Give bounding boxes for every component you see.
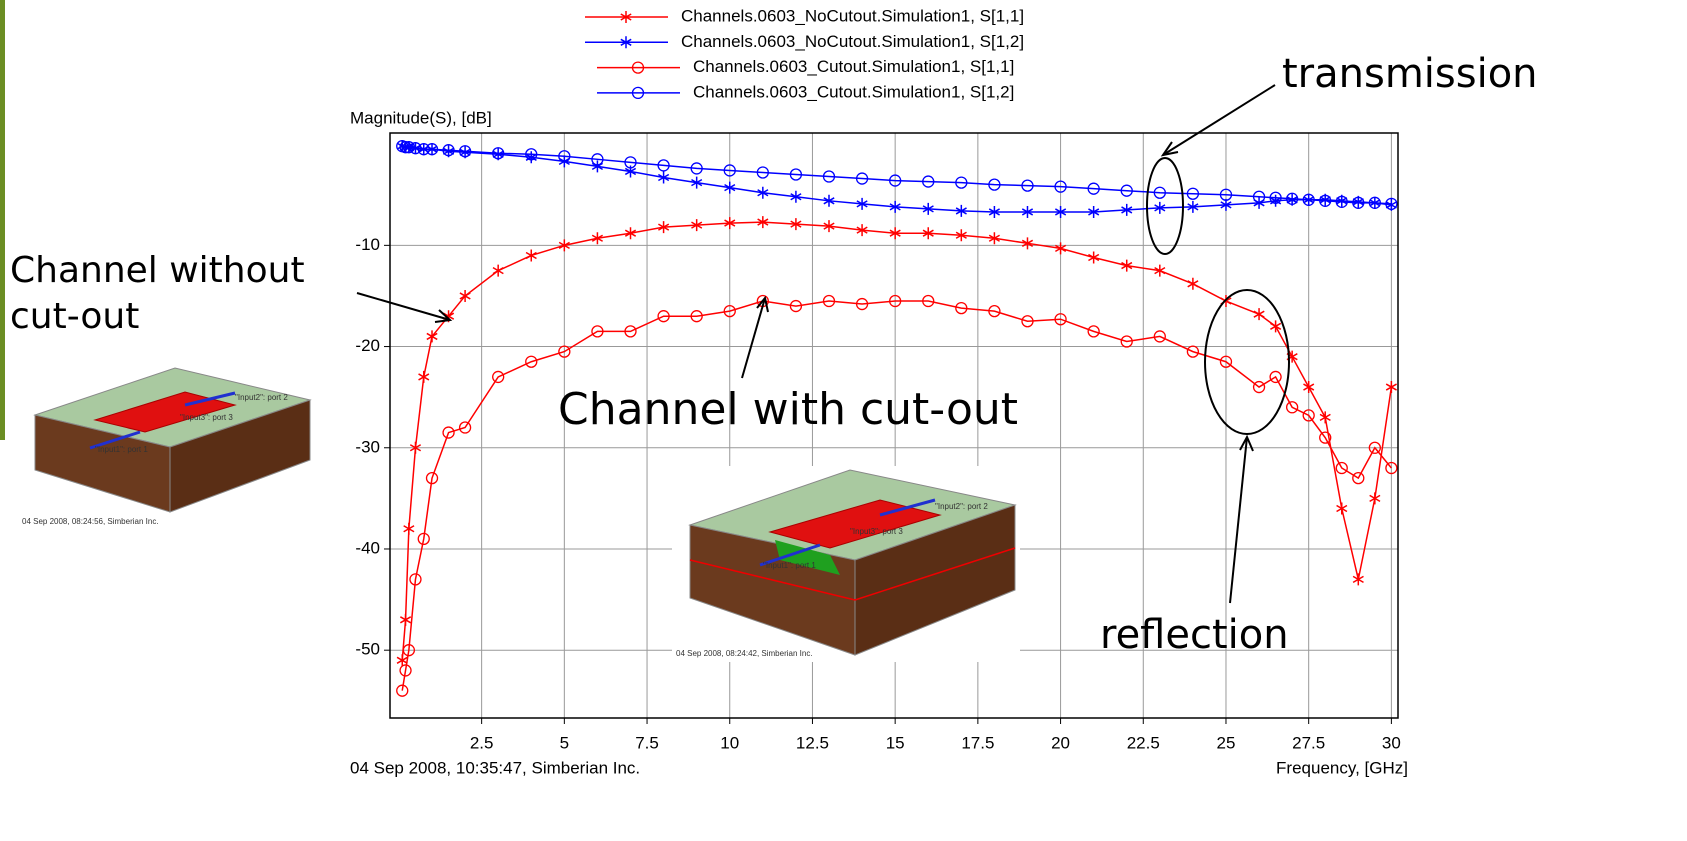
x-tick-label: 27.5 — [1292, 733, 1325, 752]
port-label: "Input2": port 2 — [935, 502, 988, 511]
port-label: "Input1": port 1 — [763, 561, 816, 570]
x-tick-label: 2.5 — [470, 733, 494, 752]
x-tick-label: 7.5 — [635, 733, 659, 752]
x-tick-label: 20 — [1051, 733, 1070, 752]
x-tick-label: 12.5 — [796, 733, 829, 752]
x-tick-label: 22.5 — [1127, 733, 1160, 752]
x-tick-label: 15 — [886, 733, 905, 752]
port-label: "Input3": port 3 — [850, 527, 903, 536]
y-axis-label: Magnitude(S), [dB] — [350, 108, 492, 127]
y-tick-label: -20 — [355, 336, 380, 355]
x-tick-label: 30 — [1382, 733, 1401, 752]
annotation: Channel without — [10, 250, 305, 291]
port-label: "Input1": port 1 — [95, 445, 148, 454]
left-inset: "Input1": port 1 "Input2": port 2 "Input… — [22, 368, 310, 526]
y-tick-label: -30 — [355, 437, 380, 456]
x-tick-label: 17.5 — [961, 733, 994, 752]
legend: Channels.0603_NoCutout.Simulation1, S[1,… — [585, 6, 1024, 101]
port-label: "Input3": port 3 — [180, 413, 233, 422]
inset-caption: 04 Sep 2008, 08:24:42, Simberian Inc. — [676, 649, 813, 658]
x-tick-label: 5 — [560, 733, 569, 752]
x-tick-label: 25 — [1217, 733, 1236, 752]
annotation: Channel with cut-out — [558, 384, 1018, 435]
legend-label: Channels.0603_NoCutout.Simulation1, S[1,… — [681, 6, 1024, 25]
center-inset: "Input1": port 1 "Input2": port 2 "Input… — [672, 466, 1020, 662]
y-tick-label: -50 — [355, 640, 380, 659]
legend-label: Channels.0603_NoCutout.Simulation1, S[1,… — [681, 32, 1024, 51]
x-axis-label: Frequency, [GHz] — [1276, 758, 1408, 777]
y-tick-label: -10 — [355, 235, 380, 254]
slide-edge — [0, 0, 5, 440]
port-label: "Input2": port 2 — [235, 393, 288, 402]
legend-label: Channels.0603_Cutout.Simulation1, S[1,1] — [693, 57, 1014, 76]
y-tick-label: -40 — [355, 538, 380, 557]
annotation: reflection — [1100, 612, 1289, 658]
chart: "Input1": port 1 "Input2": port 2 "Input… — [0, 0, 1687, 837]
inset-caption: 04 Sep 2008, 08:24:56, Simberian Inc. — [22, 517, 159, 526]
annotation: transmission — [1282, 51, 1538, 97]
annotation: cut-out — [10, 296, 139, 337]
footer: 04 Sep 2008, 10:35:47, Simberian Inc. — [350, 758, 640, 777]
x-tick-label: 10 — [720, 733, 739, 752]
page: {"chart_data": { "type": "line", "y_axis… — [0, 0, 1687, 837]
legend-label: Channels.0603_Cutout.Simulation1, S[1,2] — [693, 82, 1014, 101]
